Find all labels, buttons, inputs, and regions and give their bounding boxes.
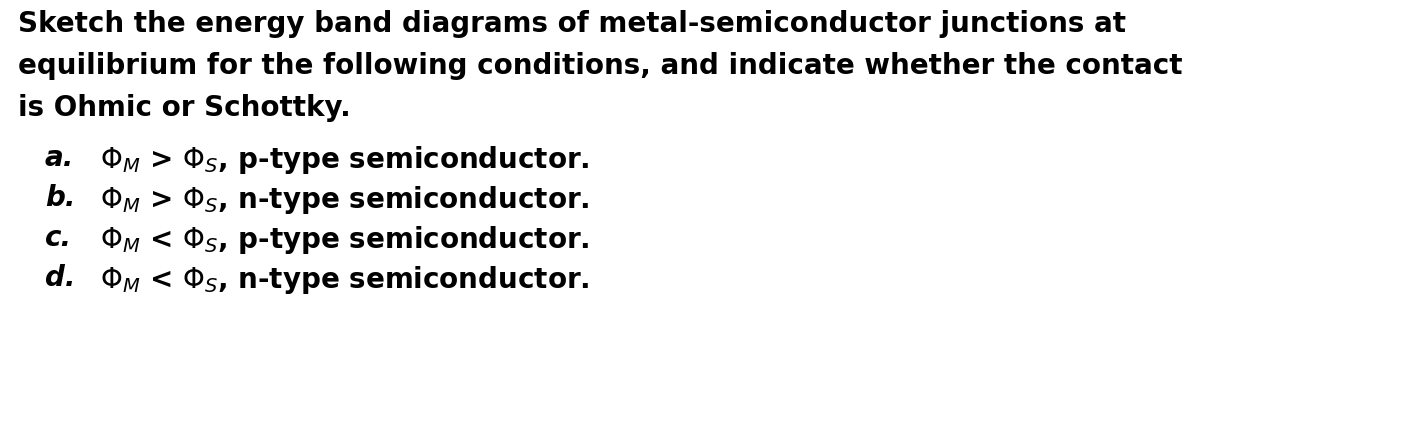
Text: $\Phi_M$ < $\Phi_S$, n-type semiconductor.: $\Phi_M$ < $\Phi_S$, n-type semiconducto… (100, 264, 590, 296)
Text: a.: a. (45, 144, 75, 172)
Text: b.: b. (45, 184, 75, 212)
Text: $\Phi_M$ > $\Phi_S$, n-type semiconductor.: $\Phi_M$ > $\Phi_S$, n-type semiconducto… (100, 184, 590, 216)
Text: d.: d. (45, 264, 75, 292)
Text: Sketch the energy band diagrams of metal-semiconductor junctions at: Sketch the energy band diagrams of metal… (18, 10, 1126, 38)
Text: $\Phi_M$ > $\Phi_S$, p-type semiconductor.: $\Phi_M$ > $\Phi_S$, p-type semiconducto… (100, 144, 590, 176)
Text: c.: c. (45, 224, 72, 252)
Text: is Ohmic or Schottky.: is Ohmic or Schottky. (18, 94, 351, 122)
Text: $\Phi_M$ < $\Phi_S$, p-type semiconductor.: $\Phi_M$ < $\Phi_S$, p-type semiconducto… (100, 224, 590, 256)
Text: equilibrium for the following conditions, and indicate whether the contact: equilibrium for the following conditions… (18, 52, 1182, 80)
